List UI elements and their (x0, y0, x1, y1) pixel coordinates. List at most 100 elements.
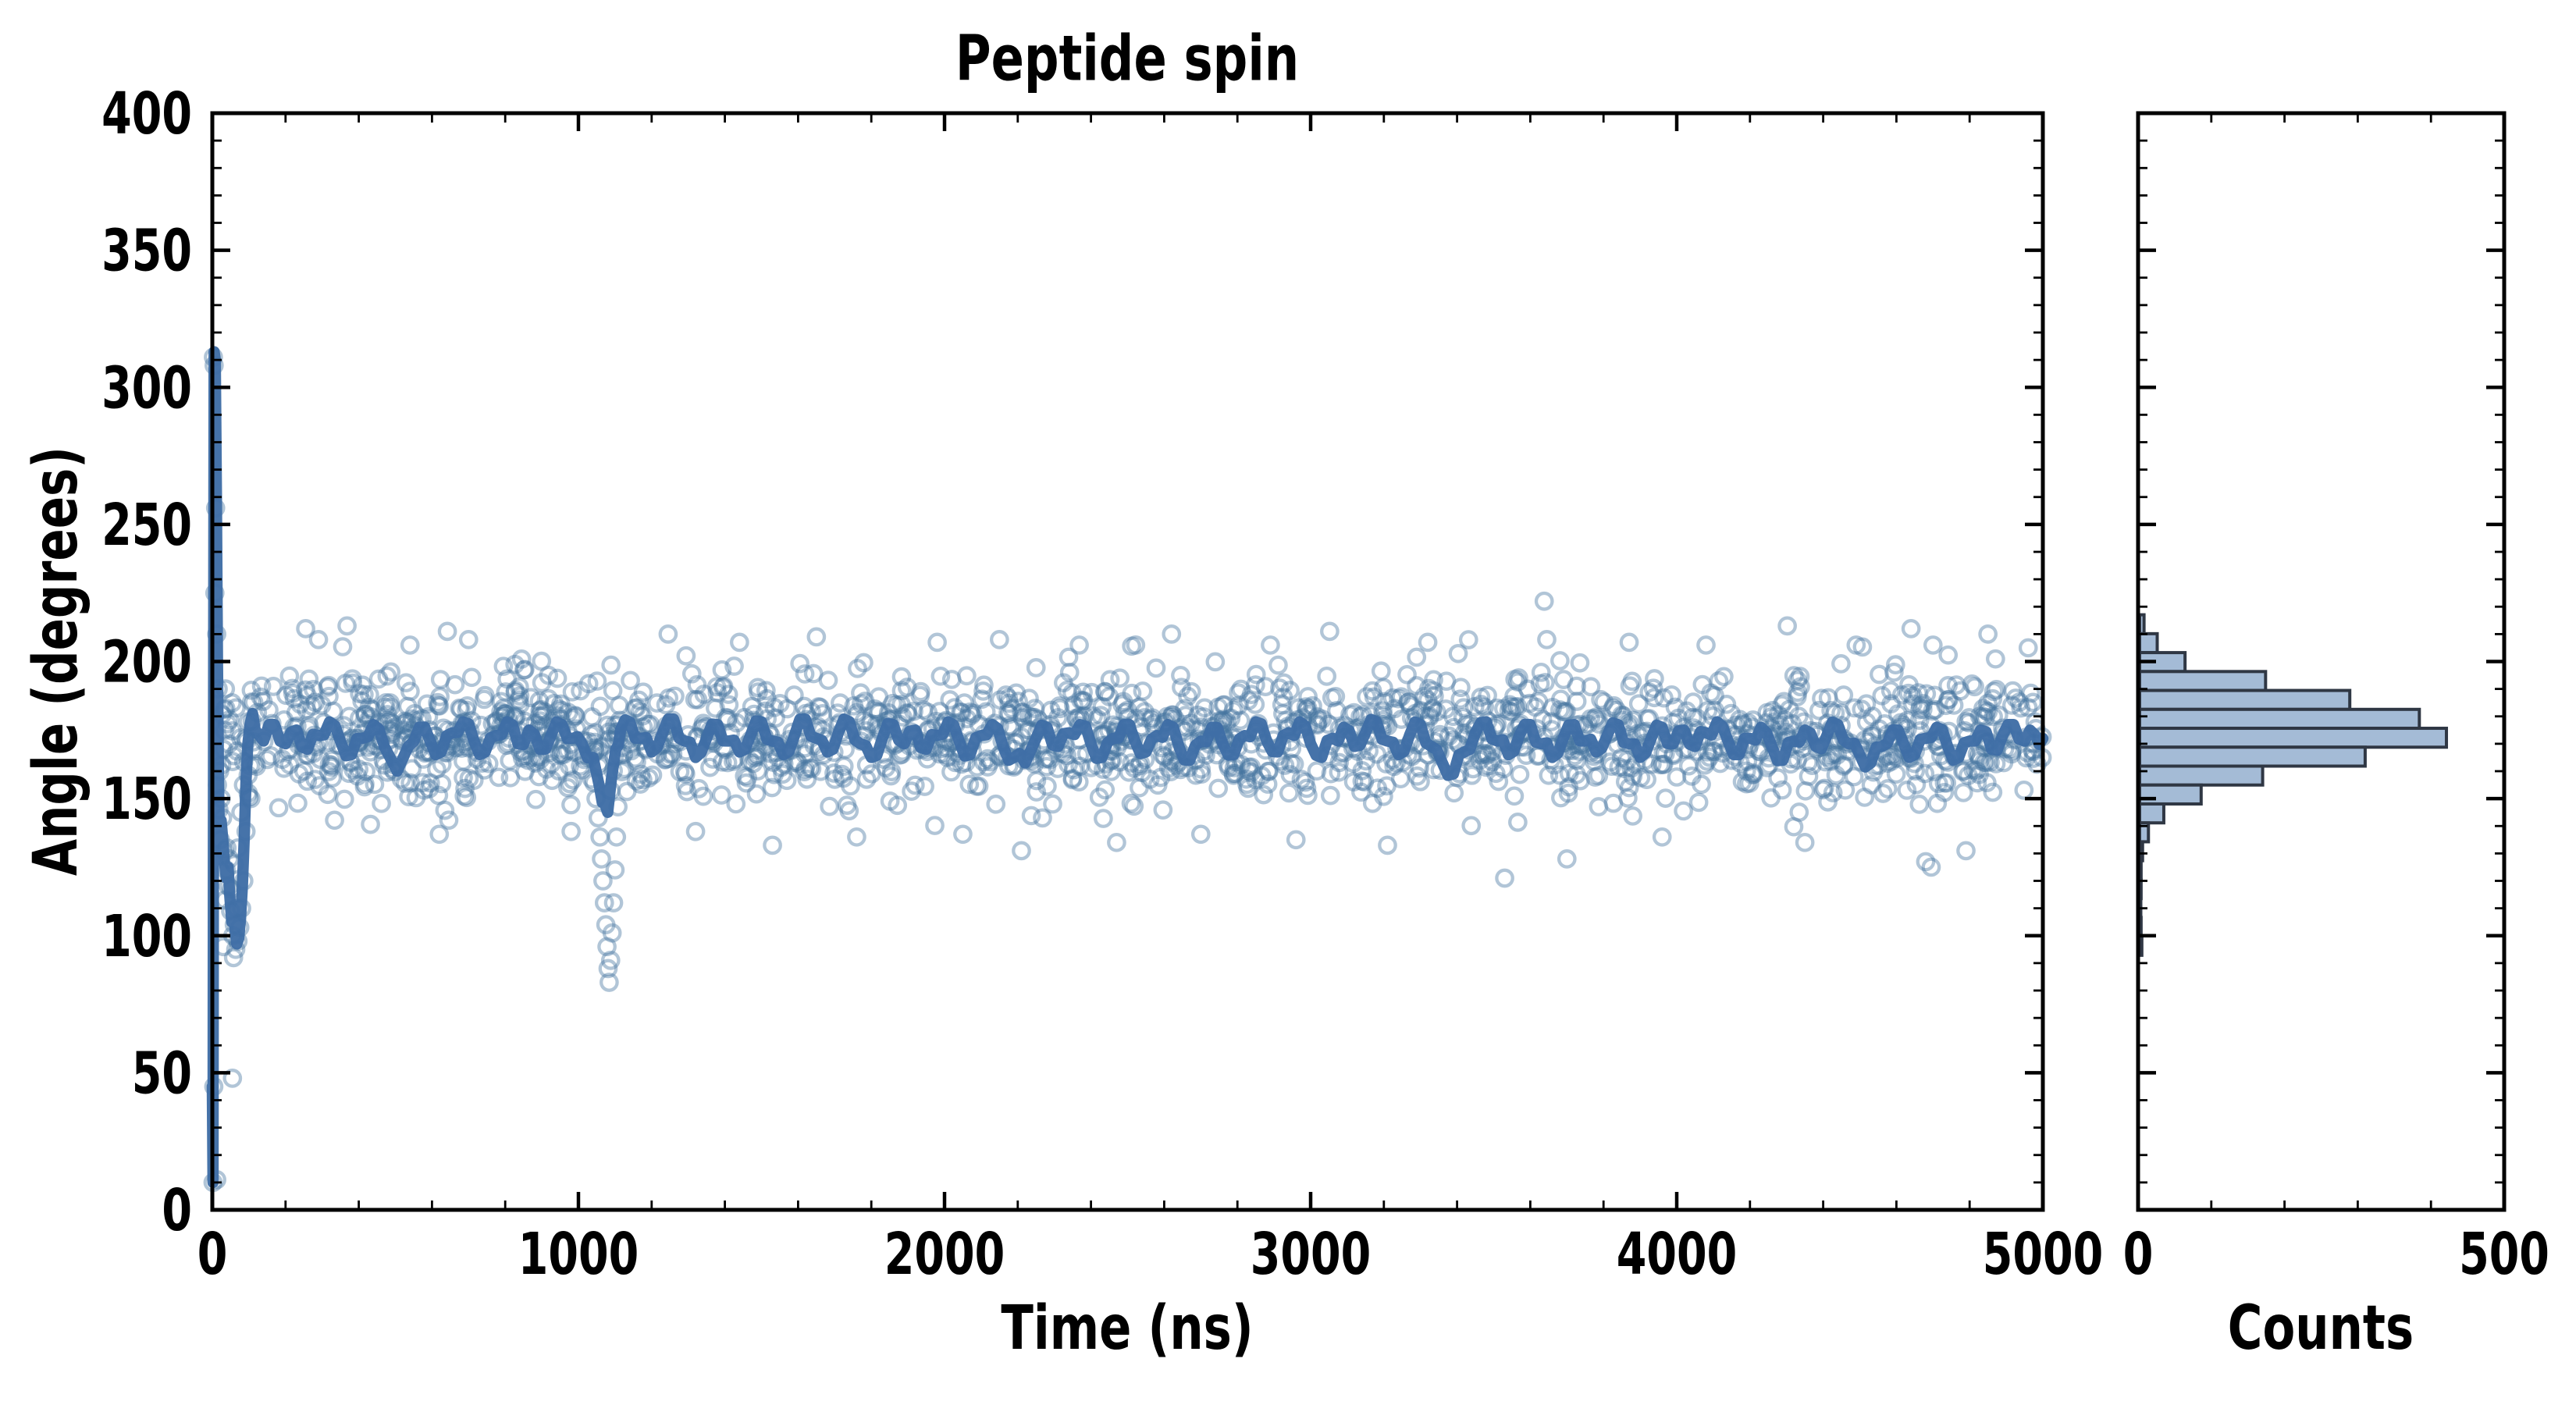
scatter-point (1318, 714, 1339, 735)
scatter-point (558, 702, 578, 723)
scatter-point (1558, 783, 1578, 803)
scatter-point (1813, 780, 1833, 800)
scatter-point (1827, 745, 1848, 765)
scatter-point (1054, 673, 1073, 693)
scatter-point (1246, 664, 1266, 685)
scatter-point (598, 959, 618, 979)
scatter-point (299, 669, 319, 689)
tick-label: 3000 (1251, 1221, 1371, 1288)
scatter-point (681, 663, 702, 684)
scatter-point (1322, 688, 1342, 708)
scatter-point (532, 651, 552, 671)
scatter-point (1589, 710, 1608, 730)
scatter-point (1298, 785, 1318, 806)
scatter-point (581, 724, 601, 745)
scatter-point (930, 744, 949, 764)
scatter-point (803, 663, 824, 684)
svg-text:300: 300 (101, 354, 192, 422)
scatter-point (1603, 793, 1624, 813)
scatter-point (251, 676, 272, 696)
scatter-point (361, 742, 380, 762)
scatter-point (1118, 700, 1137, 720)
scatter-point (419, 779, 439, 799)
scatter-point (1050, 699, 1070, 719)
scatter-point (951, 702, 970, 722)
scatter-point (925, 816, 945, 835)
scatter-point (1969, 706, 1990, 727)
scatter-point (1241, 685, 1261, 705)
svg-text:400: 400 (101, 80, 192, 148)
scatter-point (1295, 772, 1315, 792)
scatter-point (1736, 761, 1756, 781)
scatter-point (2002, 741, 2022, 761)
scatter-point (1976, 701, 1996, 720)
scatter-point (1504, 686, 1524, 706)
scatter-point (1329, 762, 1349, 782)
scatter-point (561, 795, 581, 815)
scatter-point (318, 784, 338, 805)
scatter-point (847, 702, 867, 723)
scatter-point (855, 692, 875, 711)
scatter-point (368, 669, 389, 689)
histogram-bar (2138, 802, 2165, 825)
scatter-point (1653, 754, 1674, 774)
scatter-point (1567, 676, 1587, 696)
svg-text:250: 250 (101, 492, 192, 559)
scatter-point (597, 715, 617, 735)
scatter-point (1915, 763, 1935, 784)
scatter-point (1101, 762, 1121, 781)
scatter-point (1884, 662, 1904, 682)
scatter-point (973, 752, 994, 772)
scatter-point (1374, 786, 1393, 806)
scatter-point (1461, 816, 1482, 836)
scatter-point (1969, 751, 1990, 770)
scatter-point (1479, 756, 1499, 776)
scatter-point (1505, 669, 1525, 689)
scatter-point (941, 670, 962, 689)
scatter-point (1489, 771, 1509, 791)
scatter-point (1186, 765, 1206, 785)
scatter-point (1142, 708, 1162, 728)
scatter-point (1768, 705, 1788, 725)
histogram-frame (2136, 111, 2507, 1212)
scatter-point (355, 774, 375, 794)
scatter-point (1698, 701, 1718, 720)
scatter-point (560, 756, 579, 776)
scatter-point (1507, 696, 1528, 717)
scatter-point (1340, 705, 1360, 724)
scatter-point (1852, 637, 1873, 657)
scatter-point (1261, 635, 1280, 655)
scatter-point (514, 660, 534, 680)
scatter-point (1638, 709, 1657, 729)
scatter-point (590, 696, 610, 717)
scatter-point (1898, 683, 1919, 703)
scatter-point (450, 698, 470, 718)
scatter-point (818, 670, 838, 690)
scatter-point (790, 653, 810, 674)
tick-label: 2000 (884, 1221, 1005, 1288)
scatter-point (688, 690, 708, 710)
scatter-point (1976, 707, 1995, 727)
histogram-bar (2138, 670, 2268, 692)
scatter-point (1217, 712, 1237, 732)
scatter-point (1924, 685, 1944, 706)
scatter-point (526, 789, 546, 809)
scatter-point (738, 767, 757, 788)
scatter-point (417, 694, 437, 714)
scatter-point (1730, 710, 1749, 730)
scatter-point (290, 694, 310, 714)
scatter-point (1424, 670, 1443, 690)
scatter-point (631, 764, 651, 784)
scatter-point (308, 630, 329, 649)
scatter-point (397, 696, 418, 717)
scatter-point (1327, 701, 1347, 720)
scatter-point (414, 780, 434, 800)
scatter-point (1356, 751, 1376, 771)
scatter-point (795, 762, 814, 781)
scatter-point (891, 667, 912, 687)
scatter-point (763, 835, 782, 855)
scatter-point (414, 749, 433, 769)
scatter-point (333, 637, 353, 656)
scatter-point (1012, 702, 1031, 723)
scatter-point (723, 752, 743, 771)
